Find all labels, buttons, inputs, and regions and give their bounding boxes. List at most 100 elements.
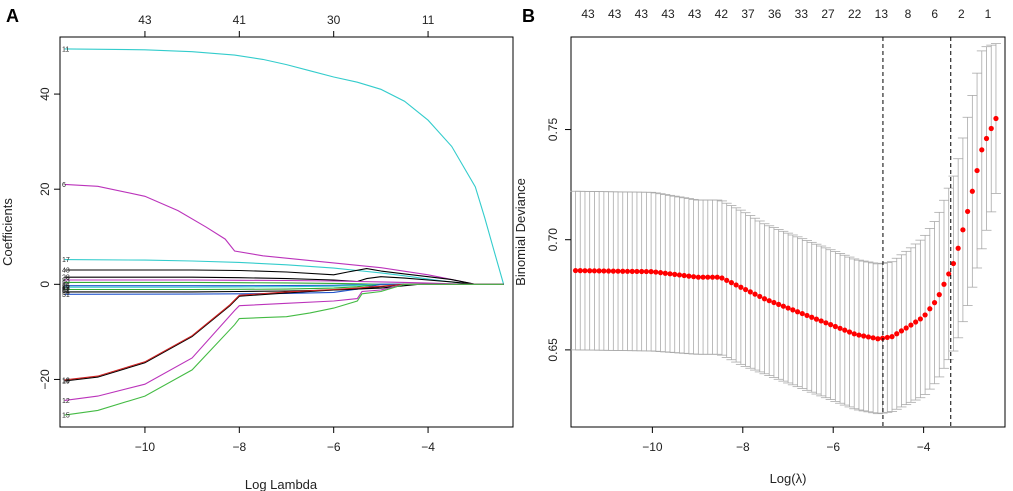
deviance-point	[719, 275, 725, 281]
deviance-point	[733, 282, 739, 288]
deviance-point	[799, 310, 805, 317]
deviance-point	[577, 268, 583, 274]
coef-label-3: 3	[62, 280, 66, 287]
coef-label-crowded: 31	[62, 284, 70, 291]
deviance-point	[917, 316, 923, 322]
x-tick-label: −8	[232, 440, 246, 454]
coef-path-43	[64, 268, 504, 285]
coef-path-28	[64, 276, 504, 285]
coef-label-crowded: 26	[62, 283, 70, 290]
deviance-point	[950, 260, 957, 267]
deviance-point	[813, 316, 820, 322]
deviance-point	[639, 268, 645, 275]
deviance-point	[927, 306, 933, 312]
deviance-point	[587, 268, 593, 274]
coef-label-28: 28	[62, 275, 70, 282]
deviance-point	[601, 268, 607, 274]
deviance-point	[591, 268, 598, 274]
deviance-point	[894, 331, 900, 337]
deviance-point	[818, 318, 824, 324]
coef-path-6	[64, 183, 504, 285]
deviance-point	[695, 274, 701, 280]
deviance-point	[738, 284, 744, 290]
deviance-point	[653, 269, 659, 275]
deviance-point	[979, 147, 985, 153]
deviance-point	[596, 268, 602, 274]
deviance-point	[780, 303, 786, 309]
deviance-point	[615, 268, 621, 274]
deviance-point	[742, 286, 749, 293]
deviance-point	[828, 322, 834, 328]
top-count-label: 36	[768, 7, 782, 21]
panel-b-xlabel: Log(λ)	[770, 471, 807, 486]
top-count-label: 43	[688, 7, 702, 21]
top-tick-label: 43	[138, 13, 152, 27]
top-count-label: 2	[958, 7, 965, 21]
deviance-point	[724, 277, 730, 283]
coef-path-11	[64, 48, 505, 285]
y-tick-label: 0	[38, 281, 52, 288]
coef-label-43: 43	[62, 268, 70, 275]
deviance-point	[941, 281, 947, 287]
top-count-label: 42	[715, 7, 729, 21]
deviance-point	[691, 274, 697, 280]
top-count-label: 1	[985, 7, 992, 21]
x-tick-label: −10	[642, 440, 663, 454]
deviance-point	[771, 299, 777, 306]
coef-label-22: 22	[62, 285, 70, 292]
panel-b-frame	[570, 36, 1006, 428]
coef-label-26: 26	[62, 289, 70, 296]
deviance-point	[629, 268, 635, 274]
deviance-point	[865, 334, 872, 340]
deviance-point	[931, 300, 938, 306]
deviance-point	[776, 301, 782, 307]
deviance-point	[969, 188, 975, 194]
deviance-point	[624, 268, 631, 274]
deviance-point	[884, 334, 890, 341]
top-tick-label: 41	[233, 13, 247, 27]
deviance-point	[610, 268, 616, 274]
y-tick-label: 0.75	[546, 118, 560, 142]
y-tick-label: 0.70	[546, 228, 560, 252]
coef-label-17: 17	[62, 257, 70, 264]
coef-path-15	[64, 283, 504, 416]
top-tick-label: 30	[327, 13, 341, 27]
top-count-label: 43	[608, 7, 622, 21]
deviance-point	[709, 274, 716, 280]
coef-label-11: 11	[62, 46, 69, 53]
top-count-label: 43	[635, 7, 649, 21]
deviance-point	[657, 270, 664, 276]
top-count-label: 33	[795, 7, 809, 21]
deviance-point	[785, 305, 791, 311]
deviance-point	[889, 334, 895, 340]
panel-b-cv-deviance-chart: −10 −8 −6 −4 0.65 0.70 0.75 43 43 43 43 43 42 37 36 33 2…	[546, 7, 1006, 454]
deviance-point	[875, 336, 881, 342]
x-tick-label: −6	[826, 440, 840, 454]
deviance-point	[605, 268, 612, 274]
deviance-point	[936, 292, 942, 298]
y-tick-label: −20	[38, 369, 52, 390]
deviance-point	[846, 329, 853, 335]
deviance-point	[794, 309, 801, 315]
panel-a-xlabel: Log Lambda	[245, 477, 318, 491]
deviance-point	[856, 332, 862, 338]
panel-a-letter: A	[6, 6, 19, 26]
coef-label-23: 23	[62, 278, 70, 285]
deviance-point	[676, 272, 683, 278]
top-count-label: 43	[581, 7, 595, 21]
x-tick-label: −6	[327, 440, 341, 454]
deviance-point	[842, 327, 848, 333]
deviance-point	[714, 274, 720, 280]
top-count-label: 27	[821, 7, 835, 21]
coef-label-19: 19	[62, 378, 70, 385]
deviance-point	[922, 312, 928, 318]
coef-path-18	[64, 283, 504, 381]
deviance-point	[955, 245, 961, 251]
x-tick-label: −4	[917, 440, 931, 454]
x-tick-label: −8	[736, 440, 750, 454]
deviance-point	[965, 208, 971, 215]
top-count-label: 8	[905, 7, 912, 21]
coef-label-crowded: 22	[62, 287, 70, 294]
deviance-point	[766, 298, 772, 304]
